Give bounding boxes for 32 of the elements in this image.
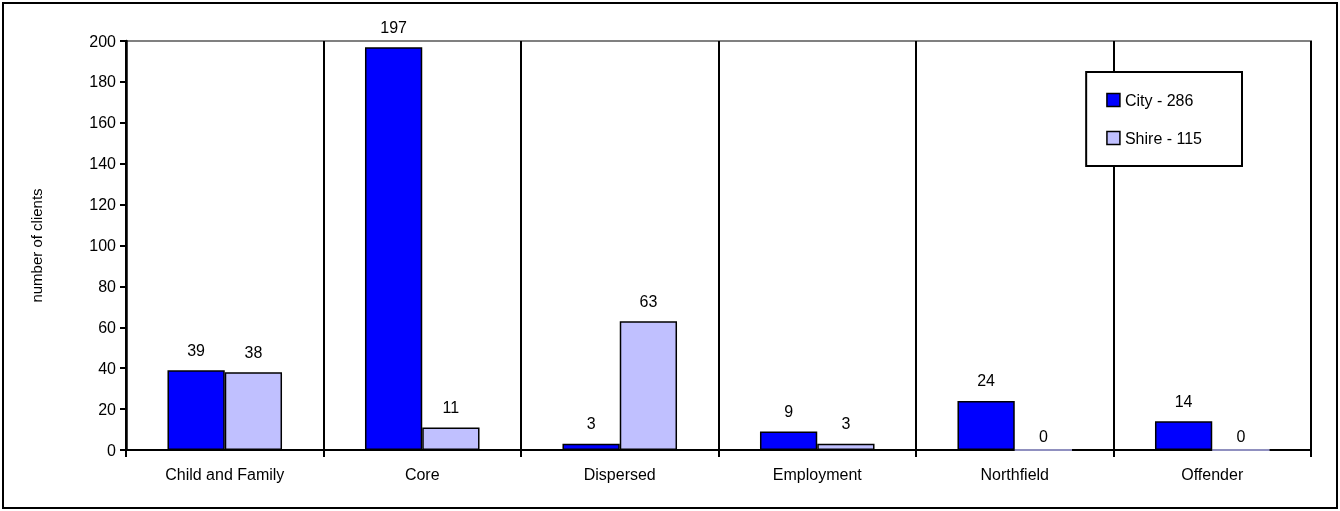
data-label: 9 (784, 403, 794, 421)
x-tick-label: Employment (772, 465, 863, 483)
x-tick-label: Offender (1181, 465, 1244, 483)
x-tick-label: Dispersed (583, 465, 656, 483)
y-tick-label: 160 (89, 114, 117, 132)
y-tick-label: 40 (98, 359, 117, 377)
y-tick-label: 100 (89, 237, 117, 254)
x-tick-label: Northfield (980, 465, 1049, 483)
y-tick-label: 200 (89, 32, 117, 50)
data-label: 3 (841, 415, 851, 433)
y-axis-title: number of clients (28, 188, 45, 303)
data-label: 11 (442, 399, 460, 417)
y-tick-label: 20 (98, 400, 117, 418)
y-tick-label: 60 (98, 318, 117, 336)
data-label: 197 (380, 18, 408, 36)
data-label: 38 (244, 343, 263, 361)
x-tick-label: Child and Family (165, 465, 285, 483)
y-tick-label: 0 (107, 441, 117, 459)
data-label: 0 (1236, 428, 1246, 445)
data-label: 0 (1038, 428, 1048, 445)
y-tick-label: 80 (98, 277, 117, 295)
legend-label: Shire - 115 (1124, 129, 1203, 147)
data-label: 63 (639, 292, 658, 310)
data-label: 3 (586, 415, 596, 433)
y-tick-label: 120 (89, 196, 117, 214)
data-label: 14 (1174, 392, 1193, 410)
legend-label: City - 286 (1124, 91, 1194, 109)
y-tick-label: 180 (89, 73, 117, 91)
data-label: 39 (187, 341, 206, 359)
x-tick-label: Core (404, 465, 440, 483)
y-tick-label: 140 (89, 155, 117, 173)
data-label: 24 (977, 372, 996, 390)
